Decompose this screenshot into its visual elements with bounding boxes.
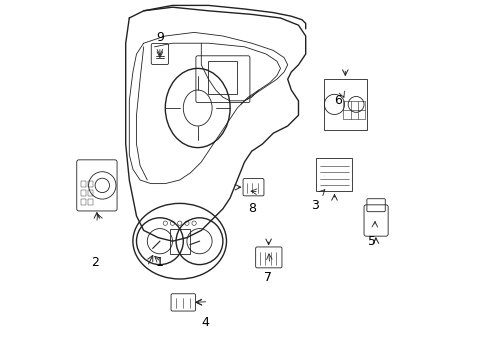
Ellipse shape: [133, 203, 226, 279]
Bar: [88, 190, 93, 196]
Text: 2: 2: [91, 256, 99, 269]
Bar: [81, 199, 86, 205]
Text: 5: 5: [367, 235, 376, 248]
Text: 7: 7: [264, 271, 271, 284]
Text: 4: 4: [201, 316, 208, 329]
Bar: [323, 79, 366, 130]
Text: 1: 1: [156, 256, 163, 269]
Text: 6: 6: [333, 94, 341, 107]
Text: 9: 9: [156, 31, 163, 44]
Bar: [88, 181, 93, 187]
Bar: [316, 158, 352, 191]
Text: 8: 8: [247, 202, 255, 215]
Bar: [81, 181, 86, 187]
Bar: [169, 229, 189, 254]
Text: 3: 3: [310, 199, 318, 212]
Bar: [88, 199, 93, 205]
Bar: [81, 190, 86, 196]
Bar: [208, 61, 237, 94]
